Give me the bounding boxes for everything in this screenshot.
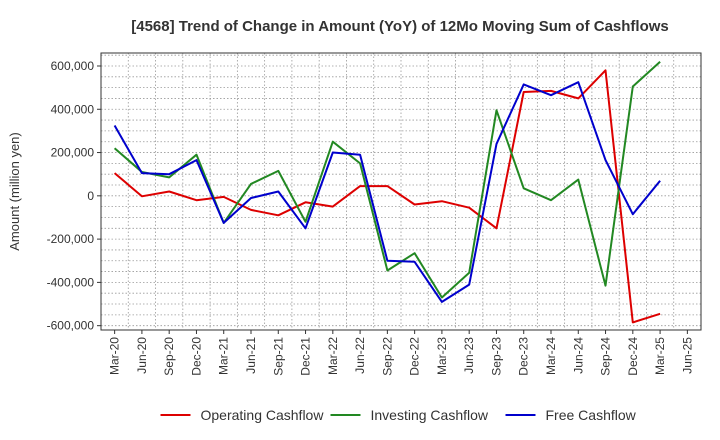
chart-title: [4568] Trend of Change in Amount (YoY) o… [131, 18, 669, 35]
x-tick-label: Mar-22 [326, 337, 340, 375]
x-tick-label: Dec-23 [517, 337, 531, 376]
y-tick-label: -600,000 [47, 319, 95, 333]
legend: Operating Cashflow Investing Cashflow Free… [160, 407, 637, 423]
x-tick-label: Jun-22 [353, 337, 367, 374]
x-tick-label: Dec-21 [299, 337, 313, 376]
y-tick-label: 600,000 [51, 59, 95, 73]
x-tick-label: Sep-22 [380, 337, 394, 376]
series-line-investing-cashflow [113, 60, 661, 299]
legend-label-free-cashflow: Free Cashflow [546, 407, 637, 423]
x-tick-label: Mar-23 [435, 337, 449, 375]
series-line-free-cashflow [113, 81, 661, 303]
x-tick-label: Jun-25 [680, 337, 694, 374]
x-tick-label: Mar-25 [653, 337, 667, 375]
x-tick-label: Dec-20 [189, 337, 203, 376]
x-tick-label: Jun-20 [135, 337, 149, 374]
x-tick-label: Mar-20 [108, 337, 122, 375]
plot-frame [100, 52, 702, 331]
x-tick-label: Jun-21 [244, 337, 258, 374]
x-tick-label: Sep-20 [162, 337, 176, 376]
y-tick-label: 200,000 [51, 146, 95, 160]
x-axis-ticks: Mar-20 Jun-20 Sep-20 Dec-20 Mar-21 Jun-21 Sep-… [108, 330, 694, 376]
x-tick-label: Jun-23 [462, 337, 476, 374]
x-tick-label: Mar-21 [217, 337, 231, 375]
series-line-operating-cashflow [113, 69, 661, 324]
x-tick-label: Sep-23 [489, 337, 503, 376]
x-tick-label: Dec-24 [626, 337, 640, 376]
y-axis-ticks: 600,000 400,000 200,000 0 -200,000 -400,000 -6… [47, 59, 101, 333]
x-tick-label: Jun-24 [571, 337, 585, 374]
x-tick-label: Sep-21 [271, 337, 285, 376]
grid [101, 53, 701, 330]
x-tick-label: Mar-24 [544, 337, 558, 375]
legend-label-investing-cashflow: Investing Cashflow [371, 407, 489, 423]
x-tick-label: Dec-22 [408, 337, 422, 376]
y-axis-label: Amount (million yen) [7, 132, 22, 251]
y-tick-label: -400,000 [47, 275, 95, 289]
x-tick-label: Sep-24 [599, 337, 613, 376]
y-tick-label: 400,000 [51, 102, 95, 116]
series-layer [113, 60, 661, 324]
y-tick-label: 0 [87, 189, 94, 203]
legend-label-operating-cashflow: Operating Cashflow [201, 407, 325, 423]
y-tick-label: -200,000 [47, 232, 95, 246]
